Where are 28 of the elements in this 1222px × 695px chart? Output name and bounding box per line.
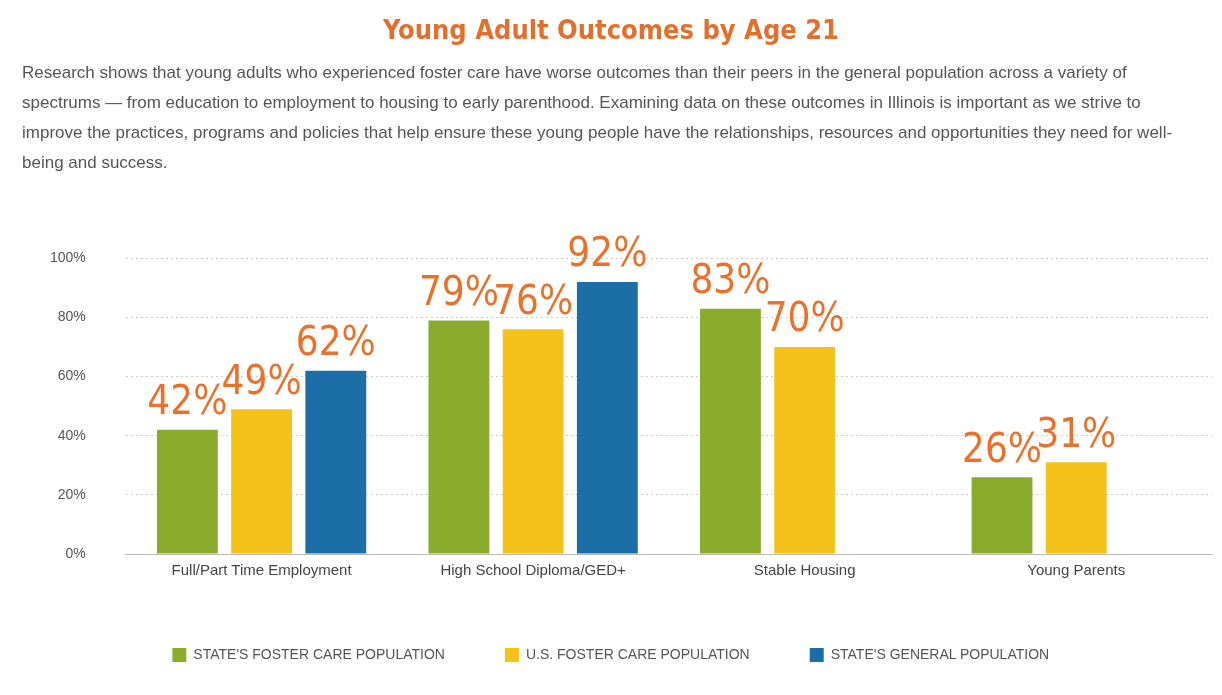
y-tick-label: 60% [57,367,86,384]
chart-title: Young Adult Outcomes by Age 21 [381,13,840,47]
legend-label: STATE'S FOSTER CARE POPULATION [193,645,445,662]
bar [156,429,218,554]
chart-subtitle: Research shows that young adults who experienced foster care have worse outcomes than their peers in the general population across a variety of spectrums — from education to employment to housing to early parenthood. Examining data on these outcomes in Illinois is important as we strive to improve the practices, programs and policies that help ensure these young people have the relationships, resources and opportunities they need for well-being and success. [22,62,1174,174]
x-tick-label: High School Diploma/GED+ [440,561,627,579]
bar [231,409,293,554]
data-label: 62% [295,318,376,365]
bar [428,320,490,554]
legend-label: STATE'S GENERAL POPULATION [830,645,1050,662]
y-tick-label: 20% [57,485,86,502]
bar [774,347,836,554]
bar [502,329,564,554]
x-tick-label: Stable Housing [753,561,856,579]
bar [971,477,1033,554]
legend-label: U.S. FOSTER CARE POPULATION [525,645,750,662]
y-tick-label: 100% [49,249,86,266]
y-tick-label: 0% [65,544,86,561]
bar [700,308,761,554]
y-tick-label: 40% [57,426,86,443]
x-tick-label: Young Parents [1027,561,1126,579]
x-tick-label: Full/Part Time Employment [171,561,353,579]
bar [1045,462,1107,554]
data-label: 92% [567,229,648,276]
bar [576,282,638,554]
bar [305,370,367,554]
y-tick-label: 80% [57,308,86,325]
data-label: 70% [764,294,845,341]
